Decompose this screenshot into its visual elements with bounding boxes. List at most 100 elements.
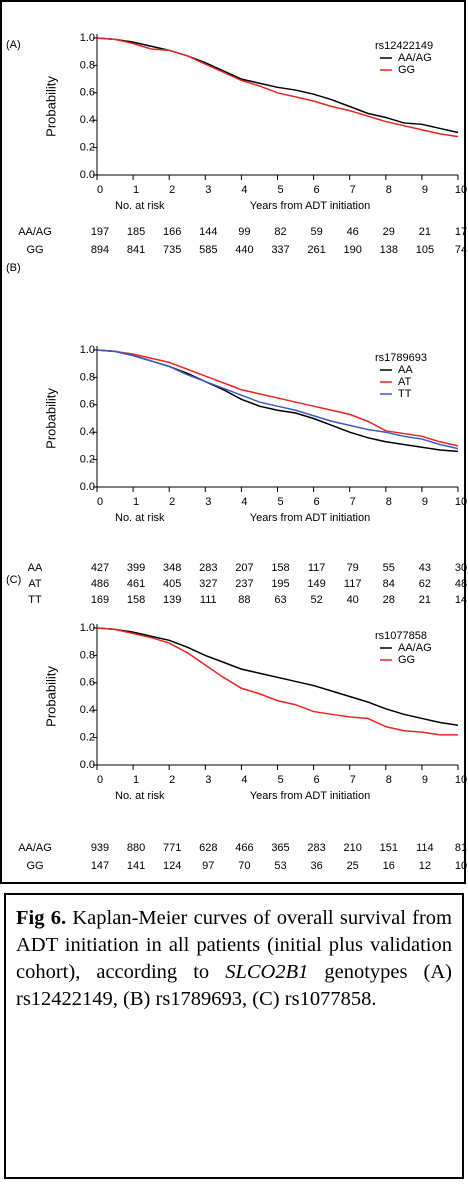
legend-label: AA/AG <box>398 52 432 64</box>
risk-count: 82 <box>274 226 286 238</box>
caption-text: genotypes (A) rs12422149, (B) rs1789693,… <box>16 961 452 1010</box>
risk-count: 939 <box>91 842 109 854</box>
risk-count: 427 <box>91 562 109 574</box>
risk-count: 111 <box>200 594 217 606</box>
risk-count: 261 <box>307 244 325 256</box>
legend-title: rs12422149 <box>375 40 433 52</box>
risk-count: 365 <box>271 842 289 854</box>
y-tick-label: 0.0 <box>80 481 95 493</box>
risk-count: 151 <box>380 842 398 854</box>
x-tick-label: 5 <box>277 774 283 786</box>
legend-label: AA <box>398 364 413 376</box>
caption: Fig 6. Kaplan-Meier curves of overall su… <box>4 893 464 1179</box>
y-tick-label: 0.2 <box>80 732 95 744</box>
risk-count: 62 <box>419 578 431 590</box>
risk-count: 461 <box>127 578 145 590</box>
x-tick-label: 8 <box>386 774 392 786</box>
risk-count: 117 <box>344 578 362 590</box>
risk-count: 138 <box>380 244 398 256</box>
risk-count: 195 <box>271 578 289 590</box>
risk-table-title: No. at risk <box>115 790 165 802</box>
y-tick-label: 0.2 <box>80 142 95 154</box>
x-axis-label: Years from ADT initiation <box>250 200 370 212</box>
risk-row-name: GG <box>26 860 43 872</box>
x-axis-label: Years from ADT initiation <box>250 512 370 524</box>
risk-count: 14 <box>455 594 467 606</box>
risk-table-title: No. at risk <box>115 512 165 524</box>
risk-count: 139 <box>163 594 181 606</box>
risk-count: 144 <box>199 226 217 238</box>
risk-count: 40 <box>347 594 359 606</box>
risk-count: 97 <box>202 860 214 872</box>
km-curve <box>96 627 459 727</box>
y-tick-label: 1.0 <box>80 622 95 634</box>
y-tick-label: 0.6 <box>80 677 95 689</box>
risk-row-name: AA/AG <box>18 842 52 854</box>
km-curve <box>96 349 459 450</box>
risk-count: 43 <box>419 562 431 574</box>
risk-count: 283 <box>199 562 217 574</box>
risk-count: 79 <box>347 562 359 574</box>
x-tick-label: 4 <box>241 184 247 196</box>
risk-count: 337 <box>271 244 289 256</box>
x-tick-label: 6 <box>314 774 320 786</box>
risk-count: 36 <box>310 860 322 872</box>
caption-gene: SLCO2B1 <box>225 961 309 983</box>
x-tick-label: 6 <box>314 496 320 508</box>
risk-row-name: AA/AG <box>18 226 52 238</box>
risk-count: 10 <box>455 860 467 872</box>
risk-count: 585 <box>199 244 217 256</box>
y-axis-label: Probability <box>43 388 58 449</box>
risk-count: 16 <box>383 860 395 872</box>
risk-count: 88 <box>238 594 250 606</box>
risk-count: 149 <box>307 578 325 590</box>
x-tick-label: 2 <box>169 774 175 786</box>
risk-count: 158 <box>271 562 289 574</box>
risk-count: 21 <box>419 594 431 606</box>
risk-count: 46 <box>347 226 359 238</box>
x-tick-label: 0 <box>97 496 103 508</box>
risk-count: 399 <box>127 562 145 574</box>
y-axis-label: Probability <box>43 76 58 137</box>
risk-count: 12 <box>419 860 431 872</box>
x-tick-label: 2 <box>169 496 175 508</box>
y-axis-label: Probability <box>43 666 58 727</box>
y-tick-label: 1.0 <box>80 344 95 356</box>
risk-count: 59 <box>310 226 322 238</box>
legend-label: AA/AG <box>398 642 432 654</box>
risk-count: 210 <box>344 842 362 854</box>
risk-count: 880 <box>127 842 145 854</box>
x-tick-label: 7 <box>350 184 356 196</box>
risk-count: 29 <box>383 226 395 238</box>
y-tick-label: 0.6 <box>80 87 95 99</box>
risk-count: 327 <box>199 578 217 590</box>
risk-count: 166 <box>163 226 181 238</box>
x-tick-label: 6 <box>314 184 320 196</box>
km-curve <box>96 349 459 447</box>
risk-count: 628 <box>199 842 217 854</box>
y-tick-label: 0.4 <box>80 704 95 716</box>
x-tick-label: 3 <box>205 496 211 508</box>
risk-count: 63 <box>274 594 286 606</box>
km-curve <box>96 37 459 138</box>
x-tick-label: 4 <box>241 496 247 508</box>
y-tick-label: 0.0 <box>80 169 95 181</box>
x-tick-label: 2 <box>169 184 175 196</box>
risk-count: 30 <box>455 562 467 574</box>
y-tick-label: 0.8 <box>80 371 95 383</box>
risk-count: 99 <box>238 226 250 238</box>
risk-count: 114 <box>416 842 434 854</box>
x-tick-label: 4 <box>241 774 247 786</box>
risk-row-name: AT <box>28 578 42 590</box>
risk-table-title: No. at risk <box>115 200 165 212</box>
x-tick-label: 1 <box>133 496 139 508</box>
risk-count: 348 <box>163 562 181 574</box>
caption-text: Kaplan-Meier curves of overall survival … <box>16 907 453 983</box>
km-curve <box>96 37 459 134</box>
legend-label: TT <box>398 388 412 400</box>
risk-count: 70 <box>238 860 250 872</box>
risk-count: 405 <box>163 578 181 590</box>
x-tick-label: 9 <box>422 184 428 196</box>
risk-count: 48 <box>455 578 467 590</box>
